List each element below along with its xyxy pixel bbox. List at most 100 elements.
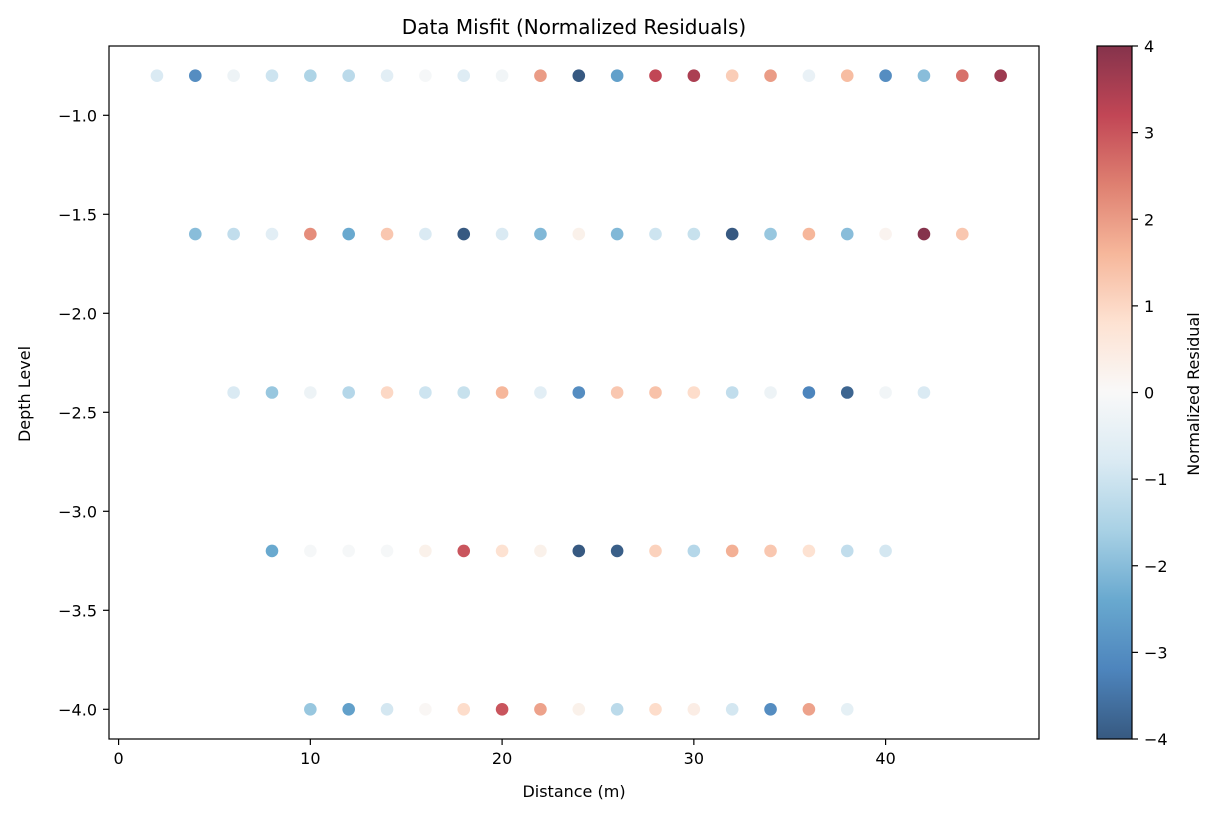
scatter-point	[304, 703, 317, 716]
x-axis-label: Distance (m)	[522, 782, 625, 801]
scatter-point	[534, 227, 547, 241]
scatter-point	[879, 544, 892, 558]
scatter-point	[917, 386, 931, 399]
scatter-point	[649, 386, 662, 399]
x-tick-label: 10	[300, 749, 320, 768]
scatter-point	[188, 69, 202, 82]
scatter-point	[572, 227, 586, 241]
plot-frame	[108, 45, 1040, 740]
scatter-point	[304, 69, 317, 82]
scatter-point	[457, 227, 471, 241]
scatter-point	[649, 703, 662, 716]
colorbar-tick-label: 1	[1144, 297, 1154, 316]
scatter-point	[150, 69, 164, 82]
y-axis-label: Depth Level	[15, 346, 34, 442]
scatter-point	[725, 386, 739, 399]
scatter-point	[840, 227, 854, 241]
scatter-point	[380, 544, 394, 558]
scatter-point	[457, 69, 471, 82]
scatter-point	[764, 703, 777, 716]
scatter-point	[879, 386, 892, 399]
scatter-point	[725, 227, 739, 241]
scatter-point	[572, 69, 586, 82]
scatter-point	[879, 227, 892, 241]
scatter-point	[917, 69, 931, 82]
scatter-point	[380, 386, 394, 399]
scatter-point	[879, 69, 892, 82]
colorbar-tick-label: 0	[1144, 384, 1154, 403]
scatter-point	[534, 386, 547, 399]
y-tick-label: −1.0	[58, 106, 97, 125]
scatter-point	[764, 227, 777, 241]
scatter-point	[227, 69, 240, 82]
scatter-point	[840, 703, 854, 716]
scatter-point	[955, 69, 969, 82]
scatter-point	[610, 544, 624, 558]
scatter-point	[725, 69, 739, 82]
scatter-point	[687, 227, 701, 241]
scatter-point	[572, 703, 586, 716]
x-tick-label: 30	[684, 749, 704, 768]
scatter-point	[610, 703, 624, 716]
scatter-point	[687, 703, 701, 716]
scatter-point	[495, 703, 509, 716]
scatter-point	[802, 69, 816, 82]
scatter-point	[840, 386, 854, 399]
y-tick-label: −3.0	[58, 502, 97, 521]
colorbar-tick-label: −1	[1144, 470, 1168, 489]
scatter-point	[495, 69, 509, 82]
scatter-point	[725, 703, 739, 716]
colorbar	[1097, 46, 1132, 739]
colorbar-tick-label: 2	[1144, 210, 1154, 229]
scatter-point	[419, 703, 432, 716]
scatter-point	[917, 227, 931, 241]
y-tick-label: −2.0	[58, 304, 97, 323]
scatter-point	[687, 69, 701, 82]
chart-title: Data Misfit (Normalized Residuals)	[402, 15, 746, 39]
scatter-point	[764, 544, 777, 558]
scatter-point	[265, 227, 279, 241]
scatter-point	[380, 703, 394, 716]
scatter-point	[534, 69, 547, 82]
x-tick-label: 0	[113, 749, 123, 768]
scatter-point	[840, 544, 854, 558]
scatter-point	[572, 544, 586, 558]
scatter-point	[457, 703, 471, 716]
scatter-point	[495, 386, 509, 399]
scatter-point	[342, 386, 355, 399]
colorbar-tick-label: 4	[1144, 37, 1154, 56]
x-tick-label: 40	[875, 749, 895, 768]
y-axis-ticks: −1.0 −1.5 −2.0 −2.5 −3.0 −3.5 −4.0	[58, 106, 109, 719]
scatter-point	[457, 386, 471, 399]
scatter-point	[649, 227, 662, 241]
scatter-point	[227, 386, 240, 399]
scatter-point	[265, 386, 279, 399]
scatter-point	[687, 386, 701, 399]
scatter-point	[802, 544, 816, 558]
scatter-point	[840, 69, 854, 82]
scatter-point	[419, 227, 432, 241]
colorbar-tick-label: 3	[1144, 124, 1154, 143]
scatter-point	[342, 703, 355, 716]
scatter-point	[725, 544, 739, 558]
scatter-point	[572, 386, 586, 399]
y-tick-label: −1.5	[58, 205, 97, 224]
scatter-point	[304, 386, 317, 399]
scatter-point	[802, 703, 816, 716]
scatter-point	[342, 544, 355, 558]
scatter-point	[304, 544, 317, 558]
scatter-point	[265, 69, 279, 82]
x-axis-ticks: 0 10 20 30 40	[113, 739, 896, 768]
scatter-point	[495, 544, 509, 558]
scatter-point	[610, 227, 624, 241]
scatter-point	[764, 386, 777, 399]
scatter-point	[610, 69, 624, 82]
scatter-point	[610, 386, 624, 399]
scatter-point	[419, 544, 432, 558]
scatter-point	[419, 69, 432, 82]
scatter-point	[495, 227, 509, 241]
scatter-point	[227, 227, 240, 241]
y-tick-label: −2.5	[58, 403, 97, 422]
scatter-point	[994, 69, 1007, 82]
